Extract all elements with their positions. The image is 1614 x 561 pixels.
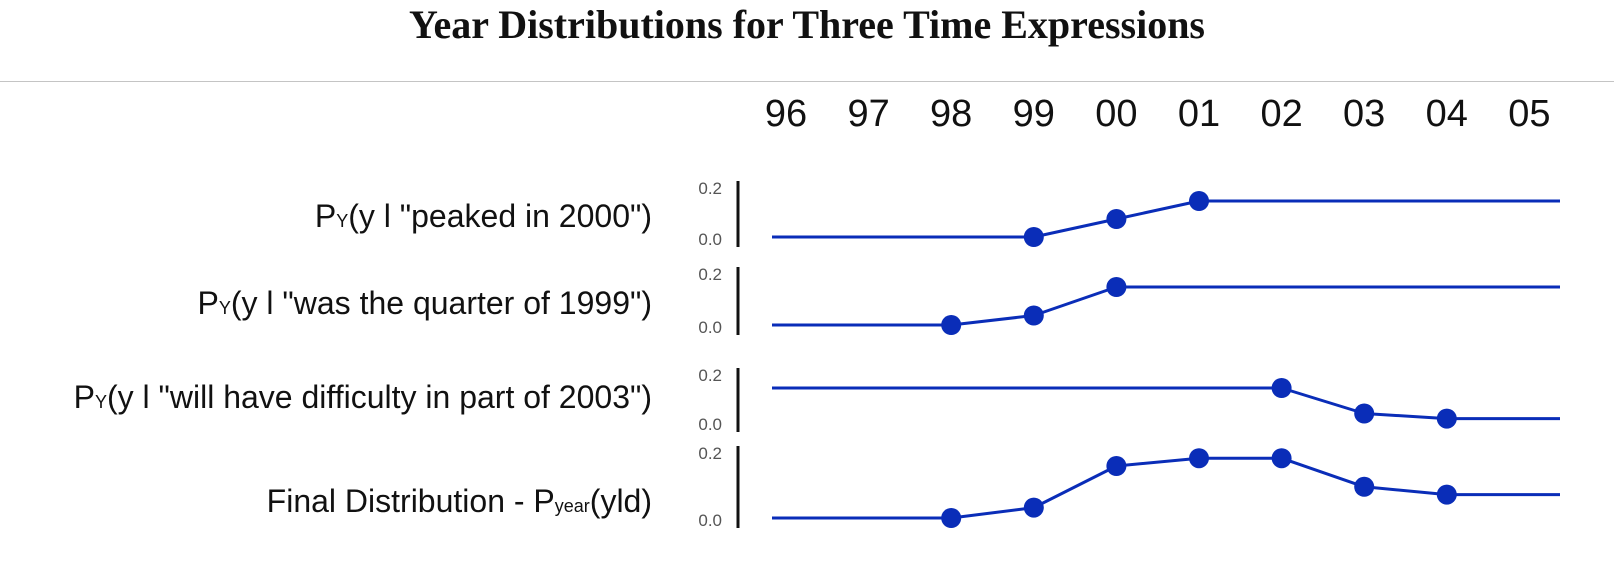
data-point-4-01 <box>1189 448 1209 469</box>
data-point-4-98 <box>941 508 962 528</box>
data-point-1-99 <box>1023 227 1044 247</box>
title-divider <box>0 81 1614 82</box>
year-label-96: 96 <box>765 93 807 135</box>
year-label-03: 03 <box>1343 93 1385 135</box>
year-label-99: 99 <box>1013 93 1055 135</box>
series-line-2 <box>772 285 1560 327</box>
year-label-97: 97 <box>847 93 889 135</box>
year-label-01: 01 <box>1178 93 1220 135</box>
y-tick-top-3: 0.2 <box>698 366 722 385</box>
data-point-3-03 <box>1354 403 1375 424</box>
series-line-4 <box>772 456 1560 520</box>
year-label-05: 05 <box>1508 93 1550 135</box>
data-point-3-04 <box>1436 408 1457 429</box>
data-point-4-02 <box>1271 448 1292 469</box>
data-point-4-99 <box>1023 497 1044 518</box>
year-label-98: 98 <box>930 93 972 135</box>
data-point-2-00 <box>1106 277 1127 297</box>
year-label-04: 04 <box>1426 93 1468 135</box>
year-label-02: 02 <box>1260 93 1302 135</box>
y-tick-bottom-3: 0.0 <box>698 415 722 434</box>
row-label-1: PY(y l "peaked in 2000") <box>315 198 652 234</box>
row-label-3: PY(y l "will have difficulty in part of … <box>74 379 652 415</box>
y-tick-top-2: 0.2 <box>698 265 722 284</box>
year-label-00: 00 <box>1095 93 1137 135</box>
data-point-2-98 <box>941 315 962 335</box>
data-point-3-02 <box>1271 378 1292 398</box>
y-tick-bottom-2: 0.0 <box>698 318 722 337</box>
series-line-1 <box>772 199 1560 239</box>
row-label-2: PY(y l "was the quarter of 1999") <box>198 285 653 321</box>
chart-title: Year Distributions for Three Time Expres… <box>408 2 1205 47</box>
data-point-4-04 <box>1436 484 1457 505</box>
data-point-4-00 <box>1106 456 1127 476</box>
y-tick-top-4: 0.2 <box>698 444 722 463</box>
row-label-4: Final Distribution - Pyear(yld) <box>267 483 652 519</box>
data-point-1-01 <box>1189 191 1209 211</box>
y-tick-bottom-4: 0.0 <box>698 511 722 530</box>
y-tick-bottom-1: 0.0 <box>698 230 722 249</box>
data-point-2-99 <box>1023 305 1044 326</box>
y-tick-top-1: 0.2 <box>698 179 722 198</box>
series-line-3 <box>772 386 1560 421</box>
data-point-1-00 <box>1106 209 1127 229</box>
data-point-4-03 <box>1354 476 1375 497</box>
